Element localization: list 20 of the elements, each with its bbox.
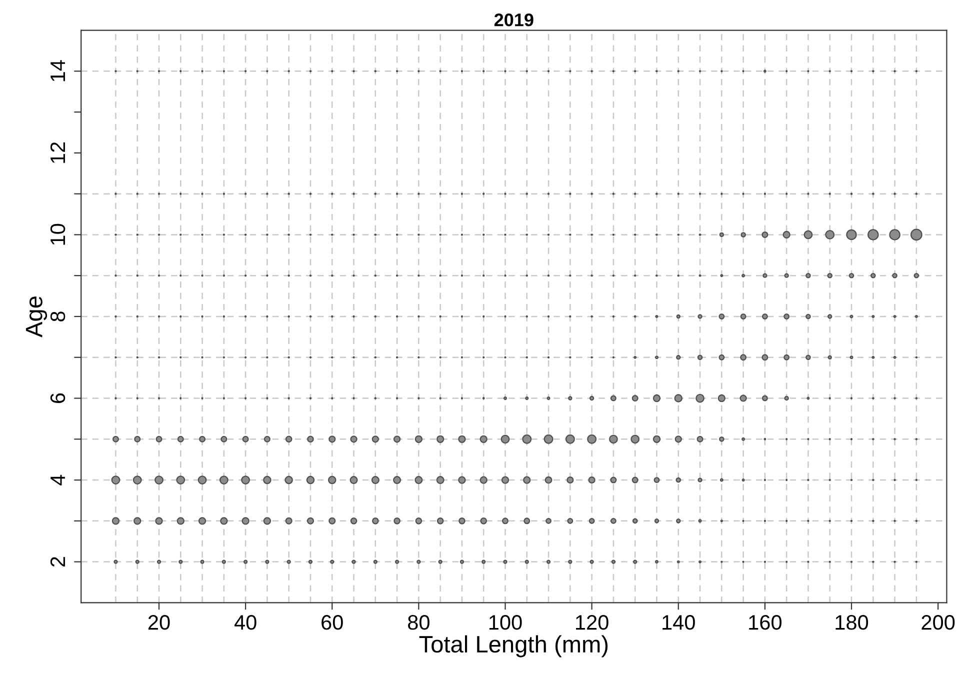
x-tick-label: 160 (749, 615, 782, 630)
x-tick-label: 40 (234, 615, 256, 630)
y-tick-label: 14 (50, 60, 65, 82)
x-tick-label: 60 (322, 615, 343, 630)
y-tick-label: 2 (50, 557, 65, 567)
x-tick-label: 120 (576, 615, 608, 630)
y-tick-label: 6 (50, 393, 66, 403)
x-axis-title: Total Length (mm) (419, 635, 608, 658)
y-tick-label: 4 (50, 474, 65, 486)
y-tick-label: 10 (50, 224, 66, 245)
x-tick-label: 80 (408, 615, 430, 630)
chart-title: 2019 (494, 13, 534, 26)
x-tick-label: 180 (836, 615, 868, 630)
y-axis-title: Age (26, 296, 48, 338)
x-tick-label: 100 (489, 615, 522, 630)
x-tick-label: 200 (922, 615, 955, 630)
y-tick-label: 8 (50, 312, 66, 322)
x-tick-label: 140 (662, 615, 695, 630)
x-tick-label: 20 (148, 615, 170, 630)
y-tick-label: 12 (50, 142, 65, 163)
